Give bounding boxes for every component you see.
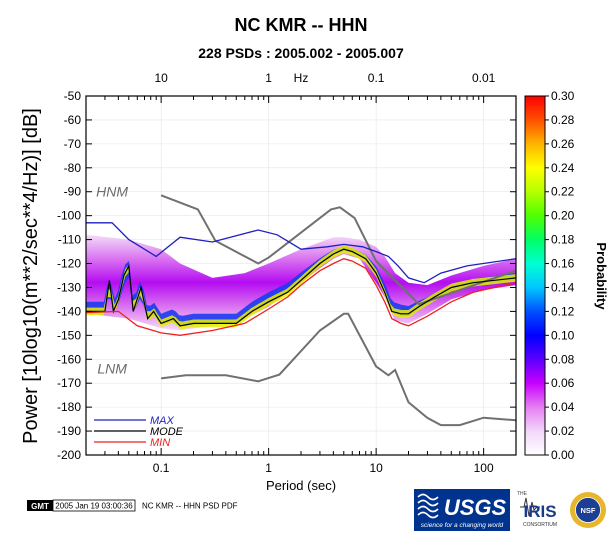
legend-label-max: MAX bbox=[150, 415, 175, 427]
nsf-logo-text: NSF bbox=[581, 506, 596, 515]
colorbar-label: Probability bbox=[594, 242, 609, 310]
colorbar-tick-label: 0.30 bbox=[551, 89, 575, 103]
x-tick-label: 0.1 bbox=[153, 461, 170, 475]
top-tick-label: 0.1 bbox=[368, 71, 385, 85]
iris-logo: THE IRIS CONSORTIUM bbox=[517, 491, 557, 528]
y-tick-label: -150 bbox=[57, 328, 81, 342]
footer: GMT 2005 Jan 19 03:00:36 NC KMR -- HHN P… bbox=[27, 489, 606, 531]
timestamp-box bbox=[52, 499, 136, 512]
x-tick-label: 1 bbox=[265, 461, 272, 475]
iris-consortium: CONSORTIUM bbox=[523, 522, 557, 528]
statistic-curves bbox=[86, 222, 516, 336]
colorbar-ticks: 0.00 0.02 0.04 0.06 0.08 0.10 0.12 0.14 0.16 0.18… bbox=[545, 89, 575, 462]
probability-density-core bbox=[86, 246, 516, 327]
gmt-logo bbox=[27, 500, 53, 511]
colorbar-tick-label: 0.28 bbox=[551, 113, 575, 127]
y-tick-label: -130 bbox=[57, 280, 81, 294]
colorbar-tick-label: 0.24 bbox=[551, 161, 575, 175]
y-axis-label: Power [10log10(m**2/sec**4/Hz)] [dB] bbox=[20, 108, 42, 444]
x-axis-label: Period (sec) bbox=[266, 478, 336, 493]
noise-model-label-hnm: HNM bbox=[96, 184, 128, 200]
colorbar-tick-label: 0.08 bbox=[551, 352, 575, 366]
colorbar-tick-label: 0.10 bbox=[551, 328, 575, 342]
y-tick-label: -160 bbox=[57, 352, 81, 366]
x-tick-label: 100 bbox=[474, 461, 494, 475]
y-tick-label: -80 bbox=[64, 161, 82, 175]
noise-model-hnm bbox=[160, 194, 516, 306]
y-tick-label: -140 bbox=[57, 304, 81, 318]
y-tick-label: -50 bbox=[64, 89, 82, 103]
noise-model-label-lnm: LNM bbox=[97, 361, 127, 377]
top-axis-label: Hz bbox=[294, 71, 309, 85]
colorbar-tick-label: 0.02 bbox=[551, 424, 575, 438]
y-tick-label: -120 bbox=[57, 257, 81, 271]
colorbar-tick-label: 0.06 bbox=[551, 376, 575, 390]
y-tick-label: -60 bbox=[64, 113, 82, 127]
chart-title: NC KMR -- HHN bbox=[235, 15, 368, 35]
y-tick-label: -180 bbox=[57, 400, 81, 414]
usgs-tagline: science for a changing world bbox=[421, 522, 504, 529]
legend-label-min: MIN bbox=[150, 437, 170, 449]
noise-model-curves bbox=[160, 194, 516, 427]
colorbar-tick-label: 0.18 bbox=[551, 233, 575, 247]
colorbar-tick-label: 0.20 bbox=[551, 209, 575, 223]
x-tick-label: 10 bbox=[369, 461, 383, 475]
footer-caption: NC KMR -- HHN PSD PDF bbox=[142, 502, 238, 511]
noise-model-labels: HNM LNM bbox=[96, 184, 128, 377]
colorbar-tick-label: 0.26 bbox=[551, 137, 575, 151]
series-min bbox=[86, 258, 516, 336]
colorbar-tick-label: 0.12 bbox=[551, 304, 575, 318]
y-tick-label: -70 bbox=[64, 137, 82, 151]
y-tick-label: -110 bbox=[58, 233, 81, 247]
top-tick-label: 1 bbox=[265, 71, 272, 85]
colorbar-tick-label: 0.14 bbox=[551, 280, 575, 294]
top-tick-label: 0.01 bbox=[472, 71, 496, 85]
gmt-logo-text: GMT bbox=[31, 502, 49, 511]
iris-the: THE bbox=[517, 491, 528, 497]
x-axis: 0.1 1 10 100 bbox=[85, 96, 517, 475]
usgs-logo-text: USGS bbox=[444, 495, 507, 520]
colorbar-tick-label: 0.22 bbox=[551, 185, 575, 199]
top-tick-label: 10 bbox=[154, 71, 168, 85]
iris-logo-text: IRIS bbox=[523, 502, 556, 521]
colorbar-tick-label: 0.04 bbox=[551, 400, 575, 414]
colorbar-tick-label: 0.00 bbox=[551, 448, 575, 462]
series-max bbox=[86, 222, 516, 284]
colorbar bbox=[524, 95, 546, 456]
legend-label-mode: MODE bbox=[150, 426, 184, 438]
top-frequency-axis: 10 1 0.1 0.01 Hz bbox=[154, 71, 495, 85]
y-tick-label: -200 bbox=[57, 448, 81, 462]
chart-subtitle: 228 PSDs : 2005.002 - 2005.007 bbox=[198, 45, 404, 61]
colorbar-tick-label: 0.16 bbox=[551, 257, 575, 271]
series-mode bbox=[86, 248, 516, 327]
usgs-logo: USGS science for a changing world bbox=[414, 489, 510, 531]
y-tick-label: -170 bbox=[57, 376, 81, 390]
nsf-logo: NSF bbox=[570, 492, 606, 528]
noise-model-lnm bbox=[160, 312, 516, 427]
footer-timestamp: 2005 Jan 19 03:00:36 bbox=[55, 502, 133, 511]
y-tick-label: -90 bbox=[64, 185, 82, 199]
y-tick-label: -190 bbox=[57, 424, 81, 438]
y-axis: -50 -60 -70 -80 -90 -100 -110 -120 -130 -140 -150 -… bbox=[57, 89, 516, 462]
y-tick-label: -100 bbox=[57, 209, 81, 223]
